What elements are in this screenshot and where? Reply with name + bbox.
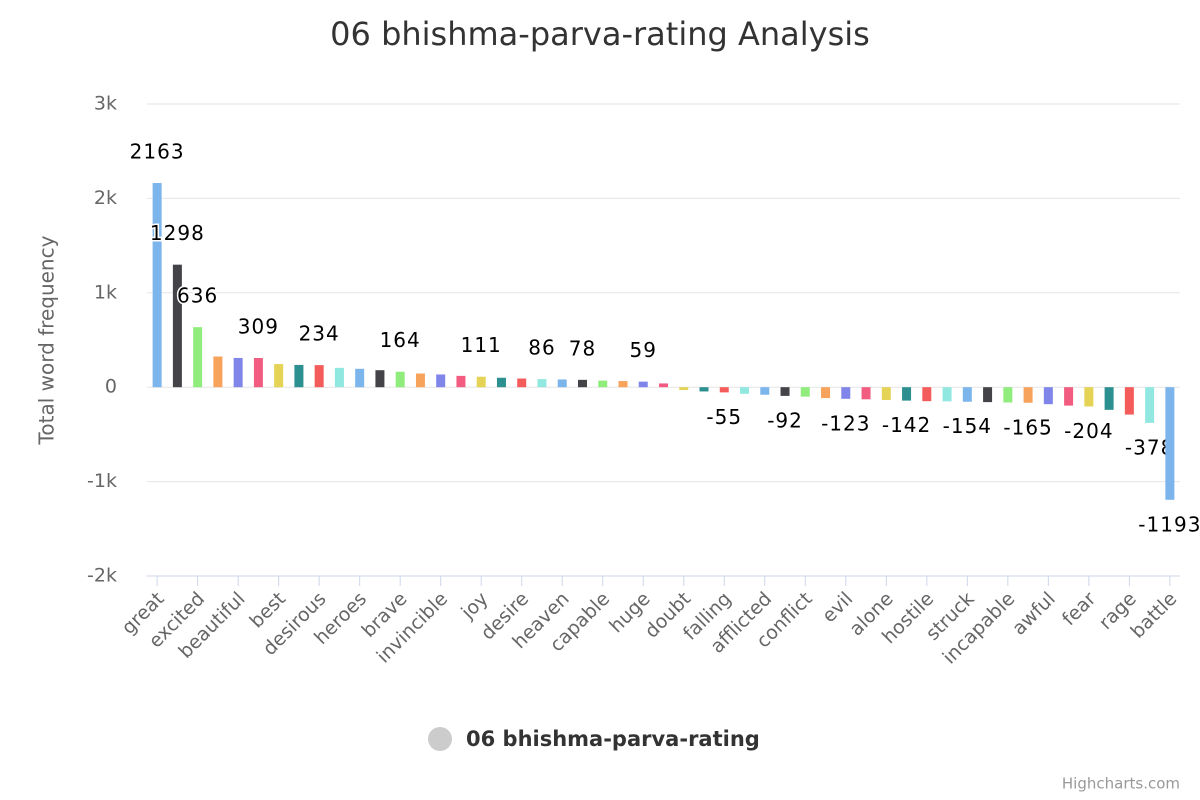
y-tick-label: 1k (94, 281, 117, 303)
bar (780, 387, 790, 396)
bar (638, 381, 648, 388)
bar (415, 373, 425, 388)
data-label: 309 (238, 315, 279, 339)
data-label: -142 (882, 413, 931, 437)
bar (334, 367, 344, 388)
bar (881, 387, 891, 400)
data-label: 636 (177, 284, 218, 308)
bar (294, 364, 304, 388)
x-tick-label: battle (1126, 588, 1181, 643)
bar (740, 387, 750, 394)
bar (1003, 387, 1013, 403)
bar (1084, 387, 1094, 407)
bar (517, 378, 527, 388)
bar (1023, 387, 1033, 403)
data-label: -165 (1003, 415, 1052, 439)
bar (1165, 387, 1175, 500)
y-tick-label: 0 (105, 376, 117, 398)
bar (942, 387, 952, 402)
bar (821, 387, 831, 399)
data-label: 234 (299, 322, 340, 346)
bar (213, 356, 223, 388)
bar (557, 379, 567, 388)
data-label: -154 (943, 414, 992, 438)
credits: Highcharts.com (1062, 775, 1180, 793)
bar (253, 358, 263, 388)
data-label: -204 (1064, 419, 1113, 443)
bar (598, 380, 608, 388)
bar (152, 183, 162, 388)
bar (618, 381, 628, 388)
bar (274, 364, 284, 388)
bar (436, 374, 446, 388)
y-tick-label: -2k (87, 565, 117, 587)
bar (375, 370, 385, 388)
bar (679, 387, 689, 391)
bar (983, 387, 993, 403)
bar (355, 368, 365, 388)
bar (395, 371, 405, 388)
bar (1104, 387, 1114, 410)
bar (537, 379, 547, 388)
bar (476, 376, 486, 388)
bar (1043, 387, 1053, 405)
bar (800, 387, 810, 397)
y-tick-label: -1k (87, 470, 117, 492)
data-label: 111 (461, 333, 502, 357)
bar (922, 387, 932, 402)
y-tick-label: 3k (94, 93, 117, 115)
bar (962, 387, 972, 402)
y-tick-label: 2k (94, 187, 117, 209)
y-axis-title: Total word frequency (35, 235, 59, 445)
bar (496, 377, 506, 388)
bar (902, 387, 912, 401)
bar (841, 387, 851, 399)
data-label: 86 (528, 336, 555, 360)
data-label: -55 (706, 405, 742, 429)
bar (1145, 387, 1155, 423)
data-label: -123 (821, 411, 870, 435)
bar (577, 379, 587, 388)
data-label: 78 (569, 336, 596, 360)
x-tick-label: awful (1008, 588, 1060, 640)
legend-label: 06 bhishma-parva-rating (466, 727, 760, 751)
bar (233, 357, 243, 388)
chart-title: 06 bhishma-parva-rating Analysis (330, 15, 870, 53)
x-tick-label: fear (1058, 588, 1100, 630)
bar (699, 387, 709, 392)
bar (719, 387, 729, 393)
bar (760, 387, 770, 395)
data-label: 59 (630, 338, 657, 362)
bar (1124, 387, 1134, 415)
bar (172, 264, 182, 388)
bar (861, 387, 871, 400)
bar (193, 327, 203, 388)
data-label: 1298 (150, 221, 205, 245)
bar (456, 375, 466, 388)
data-label: 164 (380, 328, 421, 352)
bar (314, 365, 324, 388)
bar (659, 383, 668, 388)
data-label: 2163 (130, 140, 185, 164)
bar (1064, 387, 1074, 406)
data-label: -92 (767, 408, 803, 432)
data-label: -1193 (1138, 512, 1200, 536)
legend-symbol (428, 727, 452, 751)
